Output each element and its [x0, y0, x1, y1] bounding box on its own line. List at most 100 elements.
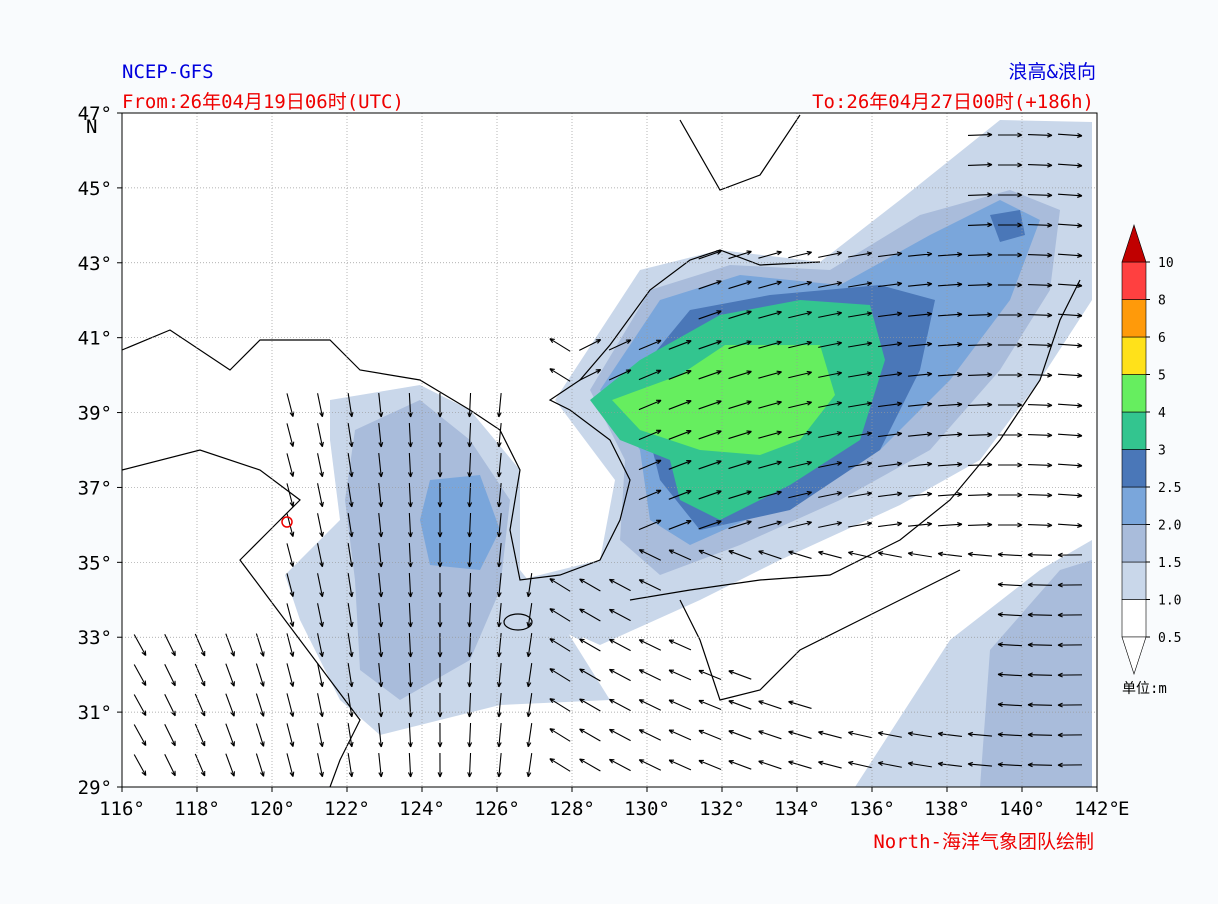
arrow [848, 521, 873, 528]
arrow [467, 512, 473, 538]
arrow [496, 723, 502, 748]
arrow [668, 729, 692, 741]
arrow [579, 369, 602, 381]
arrow [758, 250, 782, 259]
colorbar-segment [1121, 599, 1147, 638]
arrow [698, 400, 722, 410]
arrow [638, 339, 662, 351]
arrow [164, 753, 176, 777]
arrow [758, 280, 782, 289]
arrow [549, 338, 571, 352]
arrow [1057, 762, 1083, 768]
arrow [937, 761, 962, 768]
arrow [818, 251, 843, 258]
arrow [1027, 312, 1053, 318]
arrow [286, 753, 295, 777]
arrow [579, 578, 601, 592]
arrow [848, 401, 873, 408]
arrow [579, 698, 601, 712]
lon-label: 136° [849, 798, 895, 820]
end-time: To:26年04月27日00时(+186h) [812, 91, 1094, 113]
arrow [1057, 523, 1083, 528]
arrow [317, 453, 324, 478]
arrow [788, 250, 813, 259]
arrow [549, 608, 571, 622]
arrow [496, 483, 502, 508]
product-name: 浪高&浪向 [1009, 61, 1096, 83]
arrow [378, 453, 384, 478]
arrow [788, 280, 813, 289]
arrow [1057, 582, 1083, 588]
arrow [286, 603, 295, 627]
arrow [496, 543, 502, 568]
arrow [668, 549, 692, 561]
arrow [407, 542, 413, 568]
lat-label: 35° [78, 552, 112, 574]
arrow [818, 760, 842, 769]
arrow [698, 490, 722, 500]
arrow [937, 551, 962, 558]
arrow [638, 549, 662, 561]
arrow [255, 723, 265, 747]
arrow [347, 753, 354, 778]
arrow [638, 699, 662, 711]
arrow [467, 572, 473, 598]
arrow [467, 752, 473, 778]
arrow [347, 603, 354, 628]
coast-china [121, 449, 361, 788]
arrow [698, 460, 722, 470]
arrow [967, 731, 993, 737]
arrow [758, 370, 782, 379]
arrow [758, 550, 782, 560]
arrow [1057, 283, 1083, 288]
colorbar-label: 0.5 [1158, 631, 1181, 646]
arrow [967, 342, 993, 348]
arrow [549, 698, 571, 712]
arrow [937, 522, 963, 527]
arrow [967, 252, 993, 258]
arrow [526, 573, 533, 598]
arrow [437, 422, 443, 448]
lon-label: 134° [774, 798, 820, 820]
arrow [1027, 342, 1053, 348]
arrow [668, 339, 692, 350]
arrow [638, 489, 662, 501]
lon-label: 130° [624, 798, 670, 820]
arrow [668, 699, 692, 711]
arrow [437, 452, 443, 478]
arrow [758, 400, 782, 409]
arrow [698, 340, 722, 350]
arrow [194, 633, 206, 657]
arrow [608, 638, 631, 652]
arrow [407, 392, 413, 418]
arrow [998, 192, 1023, 198]
arrow [407, 482, 413, 508]
lon-label: 120° [249, 798, 295, 820]
model-name: NCEP-GFS [122, 61, 214, 83]
arrow [967, 372, 993, 378]
arrow [1057, 193, 1083, 198]
arrow [496, 693, 502, 718]
lat-unit: N [86, 116, 97, 138]
arrow [407, 632, 413, 658]
arrow [407, 602, 413, 628]
arrow [937, 312, 963, 317]
arrow [967, 432, 993, 438]
arrow [848, 491, 873, 498]
arrow [378, 543, 384, 568]
arrow [378, 393, 384, 418]
arrow [437, 542, 443, 568]
arrow [164, 633, 176, 657]
arrow [967, 522, 993, 528]
colorbar-label: 5 [1158, 369, 1166, 384]
arrow [437, 392, 443, 418]
arrow [467, 602, 473, 628]
colorbar-label: 3 [1158, 444, 1166, 459]
arrow [608, 698, 631, 712]
arrow [378, 483, 384, 508]
arrow [818, 311, 843, 318]
arrow [378, 573, 384, 598]
arrow [1027, 582, 1053, 588]
lon-label: 126° [474, 798, 520, 820]
arrow [496, 423, 502, 448]
